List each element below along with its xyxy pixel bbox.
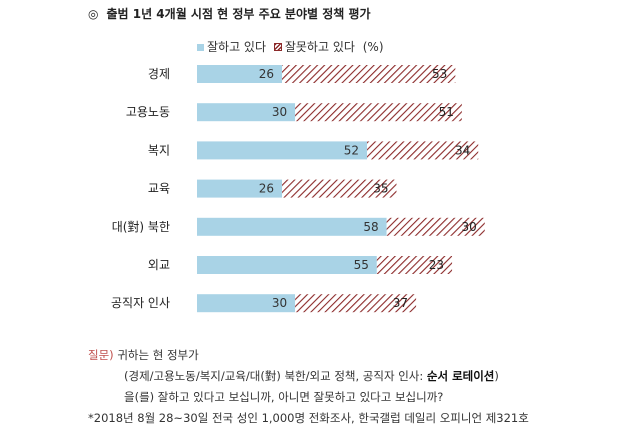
question-line-3: 을(를) 잘하고 있다고 보십니까, 아니면 잘못하고 있다고 보십니까?	[124, 390, 444, 404]
value-label-bad: 34	[455, 143, 470, 157]
source-note: *2018년 8월 28~30일 전국 성인 1,000명 전화조사, 한국갤럽…	[88, 411, 529, 425]
legend-label-bad: 잘못하고 있다	[284, 40, 355, 54]
value-label-good: 55	[354, 258, 369, 272]
question-text-2-prefix: (경제/고용노동/복지/교육/대(對) 북한/외교 정책, 공직자 인사:	[124, 369, 427, 383]
bar-good	[197, 179, 283, 198]
category-label: 대(對) 북한	[112, 220, 170, 234]
question-line-2: (경제/고용노동/복지/교육/대(對) 북한/외교 정책, 공직자 인사: 순서…	[88, 366, 529, 387]
question-line-1: 질문) 귀하는 현 정부가	[88, 345, 529, 366]
legend-unit: (%)	[362, 40, 384, 54]
value-label-good: 52	[344, 143, 359, 157]
question-text-1: 귀하는 현 정부가	[117, 348, 199, 362]
value-label-bad: 30	[461, 220, 476, 234]
legend-label-good: 잘하고 있다	[207, 40, 267, 54]
title-text: 출범 1년 4개월 시점 현 정부 주요 분야별 정책 평가	[106, 7, 371, 21]
bar-bad	[282, 65, 456, 83]
legend-swatch-good	[197, 44, 204, 51]
category-label: 복지	[148, 143, 170, 157]
bar-good	[197, 256, 377, 274]
bar-bad	[295, 103, 462, 122]
bar-bad	[295, 294, 417, 313]
notes: 질문) 귀하는 현 정부가 (경제/고용노동/복지/교육/대(對) 북한/외교 …	[88, 345, 529, 429]
title-mark: ◎	[88, 7, 99, 21]
value-label-bad: 37	[393, 296, 408, 310]
bar-bad	[367, 141, 479, 160]
question-text-2-bold: 순서 로테이션	[426, 369, 495, 383]
bar-chart: 경제 26 53 고용노동 30 51 복지 52 34 교육 26 35 대(對) 북한 58 30 외교 5…	[111, 65, 485, 313]
value-label-bad: 51	[439, 105, 454, 119]
bar-bad	[282, 179, 397, 198]
value-label-good: 26	[259, 182, 274, 196]
bar-bad	[376, 256, 453, 274]
chart-title: ◎ 출범 1년 4개월 시점 현 정부 주요 분야별 정책 평가	[88, 5, 371, 22]
value-label-good: 58	[363, 220, 378, 234]
bar-good	[197, 217, 387, 236]
value-label-good: 30	[272, 296, 287, 310]
category-label: 경제	[148, 67, 170, 81]
value-label-bad: 23	[429, 258, 444, 272]
value-label-bad: 35	[373, 182, 388, 196]
bar-good	[197, 103, 296, 122]
value-label-good: 26	[259, 67, 274, 81]
bar-good	[197, 65, 283, 83]
category-label: 외교	[148, 258, 170, 272]
bar-bad	[386, 217, 485, 236]
bar-good	[197, 141, 368, 160]
legend: 잘하고 있다 잘못하고 있다 (%)	[197, 38, 384, 55]
question-text-2-suffix: )	[494, 369, 499, 383]
category-label: 교육	[148, 182, 170, 196]
category-label: 공직자 인사	[111, 296, 170, 310]
value-label-good: 30	[272, 105, 287, 119]
bar-good	[197, 294, 296, 313]
category-label: 고용노동	[126, 105, 170, 119]
question-label: 질문)	[88, 348, 114, 362]
value-label-bad: 53	[432, 67, 447, 81]
legend-swatch-bad	[273, 43, 282, 51]
